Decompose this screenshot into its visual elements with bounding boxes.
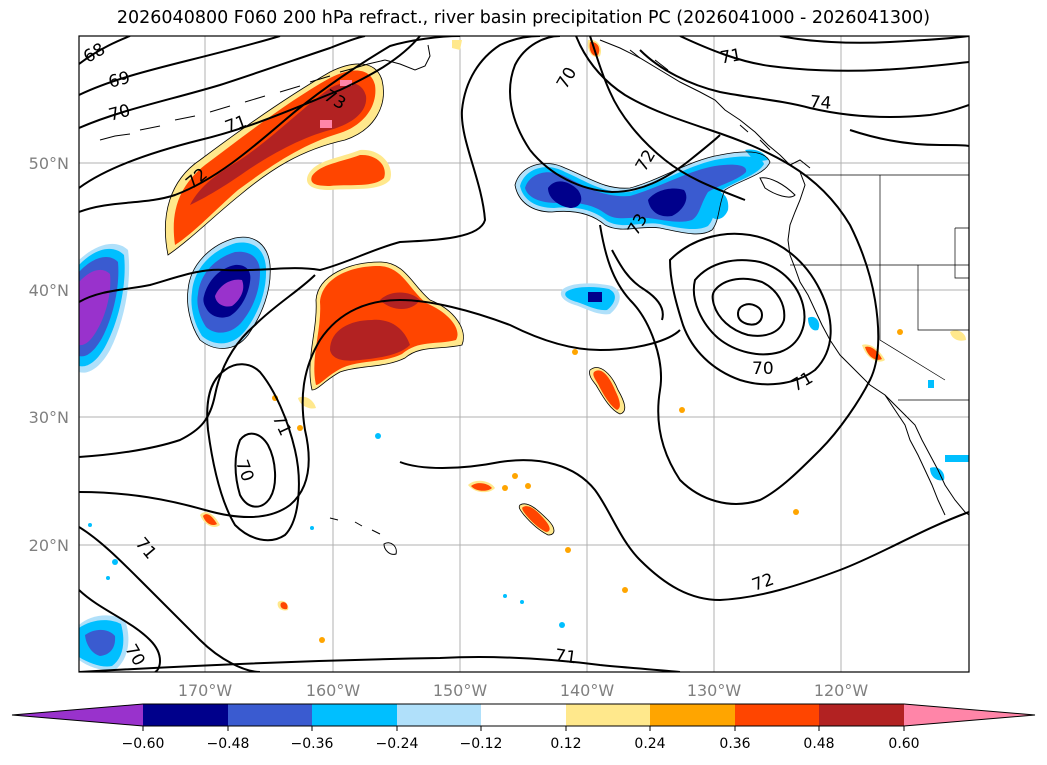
- colorbar-tick-label: 0.24: [634, 736, 665, 752]
- colorbar-tick-label: 0.60: [888, 736, 919, 752]
- coastlines: [99, 39, 969, 555]
- colorbar-bin: [650, 704, 735, 726]
- colorbar-bin: [397, 704, 481, 726]
- colorbar-tick-label: −0.36: [291, 736, 334, 752]
- lat-label: 50°N: [29, 154, 69, 173]
- negative-anomaly-fields: [79, 149, 969, 671]
- map-title: 2026040800 F060 200 hPa refract., river …: [116, 8, 931, 28]
- colorbar-bin: [819, 704, 904, 726]
- plot-area: [79, 36, 969, 672]
- colorbar-bin: [481, 704, 566, 726]
- colorbar-tick-label: 0.36: [719, 736, 750, 752]
- height-contours: [79, 36, 969, 672]
- colorbar-tick-label: −0.24: [376, 736, 419, 752]
- colorbar-extend-low: [12, 704, 143, 726]
- lon-label: 140°W: [560, 681, 615, 700]
- latitude-axis: 50°N 40°N 30°N 20°N: [29, 154, 69, 555]
- positive-anomaly-fields: [165, 39, 966, 643]
- lon-label: 120°W: [814, 681, 869, 700]
- lon-label: 160°W: [306, 681, 361, 700]
- contour-label: 71: [554, 646, 578, 669]
- colorbar-bin: [566, 704, 650, 726]
- lat-label: 40°N: [29, 281, 69, 300]
- political-boundaries: [790, 174, 969, 401]
- lon-label: 170°W: [178, 681, 233, 700]
- graticule: [79, 36, 969, 672]
- colorbar-tick-label: −0.60: [122, 736, 165, 752]
- colorbar-tick-label: −0.12: [460, 736, 503, 752]
- longitude-axis: 170°W 160°W 150°W 140°W 130°W 120°W: [178, 681, 869, 700]
- plot-frame: [78, 35, 970, 673]
- colorbar-bin: [735, 704, 819, 726]
- lon-label: 130°W: [687, 681, 742, 700]
- colorbar-bin: [143, 704, 228, 726]
- shading-outlines: [165, 63, 771, 536]
- contour-label: 70: [752, 359, 774, 379]
- colorbar-tick-label: 0.48: [803, 736, 834, 752]
- colorbar: −0.60 −0.48 −0.36 −0.24 −0.12 0.12 0.24 …: [11, 703, 1036, 752]
- colorbar-tick-label: 0.12: [550, 736, 581, 752]
- lat-label: 30°N: [29, 408, 69, 427]
- colorbar-bin: [312, 704, 397, 726]
- lon-label: 150°W: [433, 681, 488, 700]
- colorbar-tick-label: −0.48: [207, 736, 250, 752]
- colorbar-extend-high: [904, 704, 1035, 726]
- colorbar-bin: [228, 704, 312, 726]
- lat-label: 20°N: [29, 536, 69, 555]
- contour-label: 74: [809, 92, 832, 114]
- contour-label: 71: [719, 45, 744, 68]
